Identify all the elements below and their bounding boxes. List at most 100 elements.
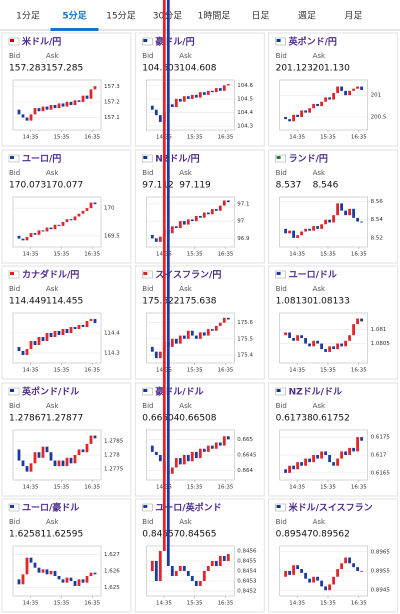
candle [57,460,61,467]
pair-name[interactable]: ユーロ/豪ドル [22,502,79,514]
candle [308,458,311,463]
candle [158,115,162,122]
pair-name[interactable]: 豪ドル/円 [155,36,194,48]
y-tick-label: 0.6175 [371,435,391,441]
ask-value: 201.130 [313,64,350,74]
y-tick-label: 0.8452 [237,589,256,595]
candle [226,554,230,561]
pair-name[interactable]: NZドル/ドル [289,387,342,398]
tab[interactable]: 1分足 [16,11,40,22]
flag-mark [276,156,281,159]
candle [320,224,323,229]
candle [210,209,214,215]
tab[interactable]: 15分足 [106,11,135,22]
flag-mark [10,272,14,275]
pair-name[interactable]: ユーロ/ドル [289,270,337,281]
x-tick-label: 16:35 [84,485,100,491]
ask-label: Ask [179,402,192,410]
candle [324,451,327,455]
bid-label: Bid [9,169,20,177]
candle [324,349,327,352]
candle [73,455,77,464]
candle [150,105,154,110]
pair-name[interactable]: 米ドル/円 [21,36,61,48]
flag-mark [143,272,148,275]
tab[interactable]: 日足 [251,11,269,22]
pair-name[interactable]: 英ポンド/円 [288,36,337,48]
candle [292,565,295,575]
candle [214,561,218,566]
pair-name[interactable]: ユーロ/円 [22,154,61,165]
candle [328,455,331,463]
bid-label: Bid [276,285,287,293]
candle [300,569,303,573]
x-tick-label: 14:35 [23,135,39,141]
x-tick-label: 16:35 [218,601,234,607]
candle [170,467,174,474]
pair-name[interactable]: スイスフラン/円 [155,270,221,281]
candle [304,458,307,466]
pair-name[interactable]: ランド/円 [289,154,328,165]
candle [336,569,339,577]
candle [316,455,319,459]
x-tick-label: 15:35 [187,252,203,258]
bid-label: Bid [142,285,153,293]
pair-name[interactable]: カナダドル/円 [22,269,79,281]
x-tick-label: 14:35 [289,601,305,607]
candle [166,0,170,566]
ask-value: 1.62595 [46,530,83,540]
tab[interactable]: 1時間足 [198,11,231,22]
x-tick-label: 16:35 [84,368,100,374]
candle [316,340,319,344]
candle [332,93,335,100]
flag-mark [10,389,14,392]
candle [190,219,194,222]
pair-name[interactable]: 豪ドル/ドル [155,386,203,398]
candle [61,329,65,335]
candle [150,346,154,352]
candle [308,343,311,347]
candle [226,84,230,86]
candle [288,119,291,122]
candle [77,579,81,586]
candle [340,86,343,91]
candle [348,335,351,341]
bid-label: Bid [276,52,287,60]
ask-label: Ask [179,285,192,293]
tab[interactable]: 5分足 [62,10,87,22]
candle [292,465,295,470]
candle [328,584,331,591]
candle [49,105,53,110]
candle [89,572,93,576]
pair-name[interactable]: NZドル/円 [155,154,199,165]
candle [202,571,206,581]
y-tick-label: 1.625 [104,585,120,591]
candle [292,338,295,341]
y-tick-label: 175.5 [237,336,253,342]
candle [154,561,158,581]
tab[interactable]: 週足 [298,11,316,22]
candle [352,563,355,568]
candle [222,85,226,91]
y-tick-label: 1.627 [104,552,120,558]
ask-label: Ask [313,169,326,177]
candle [344,557,347,564]
y-tick-label: 114.4 [104,331,120,337]
candle [150,561,154,571]
candle [57,224,61,226]
candle [226,317,230,320]
y-tick-label: 0.8455 [237,559,257,565]
candle [69,101,73,105]
pair-name[interactable]: 英ポンド/ドル [21,386,79,398]
candle [206,329,210,336]
candle [81,95,85,102]
tab[interactable]: 月足 [344,11,362,22]
candle [226,436,230,440]
pair-name[interactable]: ユーロ/英ポンド [155,502,221,514]
x-tick-label: 16:35 [84,135,100,141]
candle [348,90,351,96]
candle [57,103,61,109]
candle [65,219,69,222]
pair-name[interactable]: 米ドル/スイスフラン [288,502,373,514]
candle [45,227,49,232]
